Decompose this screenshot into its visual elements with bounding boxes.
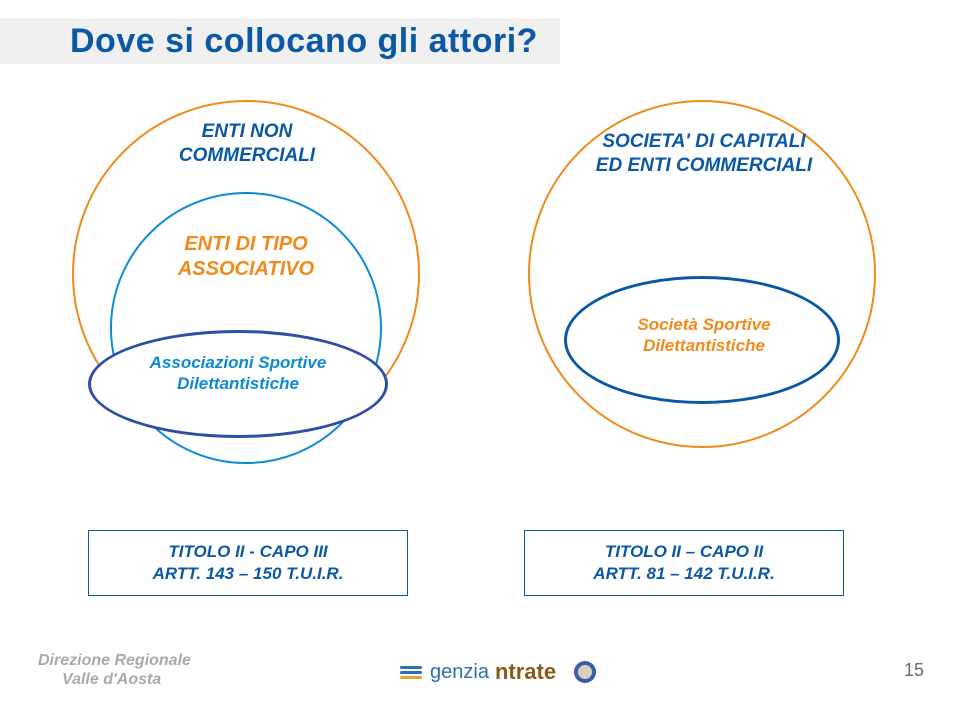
footer-line2: Valle d'Aosta xyxy=(38,670,191,689)
footer-line1: Direzione Regionale xyxy=(38,651,191,670)
box-right: TITOLO II – CAPO II ARTT. 81 – 142 T.U.I… xyxy=(524,530,844,596)
emblem-icon xyxy=(574,661,596,683)
right-outer-label: SOCIETA' DI CAPITALI ED ENTI COMMERCIALI xyxy=(594,130,814,178)
box-left-line2: ARTT. 143 – 150 T.U.I.R. xyxy=(107,563,389,585)
footer-direzione: Direzione Regionale Valle d'Aosta xyxy=(38,651,191,689)
left-inner-label: Associazioni Sportive Dilettantistiche xyxy=(118,352,358,395)
box-right-line1: TITOLO II – CAPO II xyxy=(543,541,825,563)
page-number: 15 xyxy=(904,660,924,681)
right-inner-label: Società Sportive Dilettantistiche xyxy=(594,314,814,357)
logo-bars-icon xyxy=(400,666,422,679)
box-left-line1: TITOLO II - CAPO III xyxy=(107,541,389,563)
logo-text: genzia xyxy=(430,661,489,684)
page-title: Dove si collocano gli attori? xyxy=(70,22,538,61)
box-left: TITOLO II - CAPO III ARTT. 143 – 150 T.U… xyxy=(88,530,408,596)
footer-logo: genzia ntrate xyxy=(400,659,596,685)
left-mid-label: ENTI DI TIPO ASSOCIATIVO xyxy=(146,232,346,282)
left-outer-label: ENTI NON COMMERCIALI xyxy=(142,120,352,168)
box-right-line2: ARTT. 81 – 142 T.U.I.R. xyxy=(543,563,825,585)
